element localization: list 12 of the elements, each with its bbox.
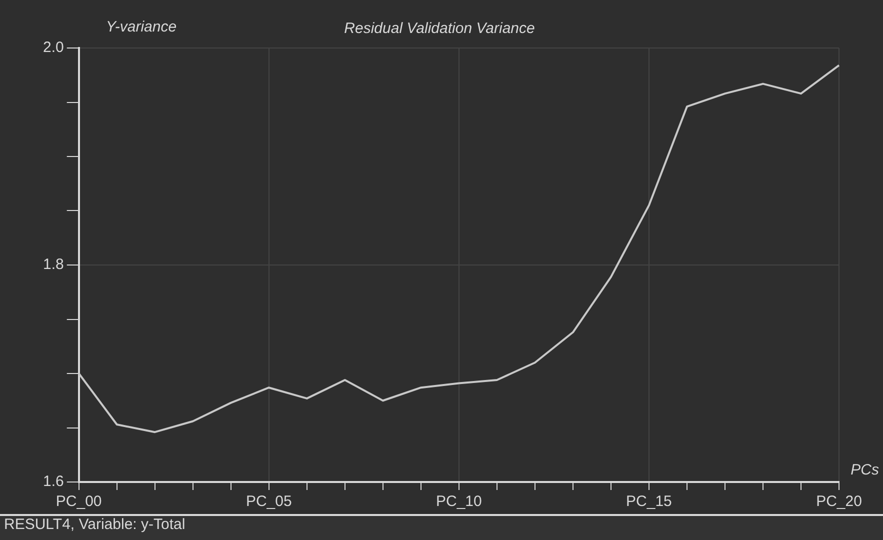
- y-tick-label: 1.8: [42, 256, 64, 274]
- x-tick-label: PC_10: [436, 493, 482, 510]
- text: RESULT4, Variable: y-Total: [4, 516, 186, 533]
- x-tick-label: PC_20: [816, 493, 862, 510]
- y-tick-label: 1.6: [42, 473, 64, 490]
- x-axis-title: PCs: [850, 462, 880, 479]
- x-tick-label: PC_15: [626, 493, 672, 510]
- x-tick-label: PC_00: [56, 493, 102, 510]
- y-tick-label: 2.0: [42, 39, 64, 56]
- x-tick-label: PC_05: [246, 493, 292, 510]
- chart-title: Residual Validation Variance: [344, 20, 535, 38]
- y-axis-title: Y-variance: [106, 18, 177, 36]
